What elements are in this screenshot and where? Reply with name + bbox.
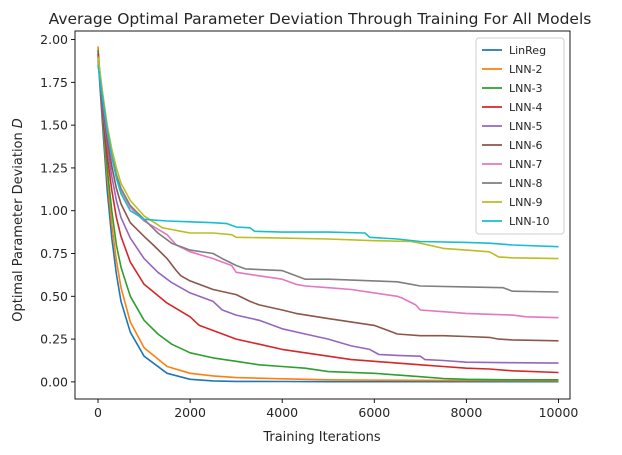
series-line-lnn-10 — [97, 65, 559, 248]
series-line-lnn-5 — [97, 60, 559, 364]
legend-label: LNN-8 — [509, 177, 543, 190]
legend: LinReg LNN-2 LNN-3 LNN-4 LNN-5 LNN-6 LNN-7 LNN-… — [475, 37, 565, 235]
x-tick-label: 0 — [94, 405, 102, 420]
legend-label: LNN-6 — [509, 139, 543, 152]
series-line-linreg — [97, 56, 559, 383]
series-lines — [97, 46, 559, 383]
series-line-lnn-7 — [97, 56, 559, 319]
y-axis-label-main: Optimal Parameter Deviation — [11, 132, 26, 322]
plot-frame — [74, 30, 571, 400]
series-line-lnn-2 — [97, 46, 559, 382]
series-line-lnn-8 — [97, 56, 559, 293]
y-tick-label: 1.25 — [40, 160, 68, 175]
series-line-lnn-9 — [97, 56, 559, 260]
legend-box — [475, 37, 565, 235]
x-tick-label: 6000 — [358, 405, 390, 420]
series-line-lnn-4 — [97, 53, 559, 374]
legend-label: LNN-4 — [509, 101, 543, 114]
x-axis: 0 2000 4000 6000 8000 10000 — [94, 399, 578, 420]
x-tick-label: 4000 — [266, 405, 298, 420]
x-axis-label: Training Iterations — [262, 430, 381, 445]
series-line-lnn-3 — [97, 49, 559, 381]
legend-label: LNN-7 — [509, 158, 543, 171]
y-tick-label: 0.75 — [40, 246, 68, 261]
legend-label: LNN-3 — [509, 82, 543, 95]
y-tick-label: 1.00 — [40, 203, 68, 218]
y-tick-label: 0.25 — [40, 332, 68, 347]
legend-label: LNN-9 — [509, 196, 543, 209]
y-tick-label: 2.00 — [40, 32, 68, 47]
chart-title: Average Optimal Parameter Deviation Thro… — [49, 10, 592, 28]
y-tick-label: 0.00 — [40, 374, 68, 389]
y-tick-label: 1.50 — [40, 118, 68, 133]
x-tick-label: 10000 — [539, 405, 579, 420]
legend-label: LNN-10 — [509, 215, 550, 228]
y-axis: 0.00 0.25 0.50 0.75 1.00 1.25 1.50 1.75 2.00 — [40, 32, 75, 389]
series-line-lnn-6 — [97, 56, 559, 342]
x-tick-label: 2000 — [174, 405, 206, 420]
legend-label: LNN-2 — [509, 63, 543, 76]
y-axis-label: Optimal Parameter Deviation D — [11, 118, 26, 322]
legend-label: LNN-5 — [509, 120, 543, 133]
legend-label: LinReg — [509, 44, 546, 57]
y-tick-label: 0.50 — [40, 289, 68, 304]
y-axis-label-symbol: D — [11, 118, 26, 128]
y-tick-label: 1.75 — [40, 75, 68, 90]
x-tick-label: 8000 — [450, 405, 482, 420]
